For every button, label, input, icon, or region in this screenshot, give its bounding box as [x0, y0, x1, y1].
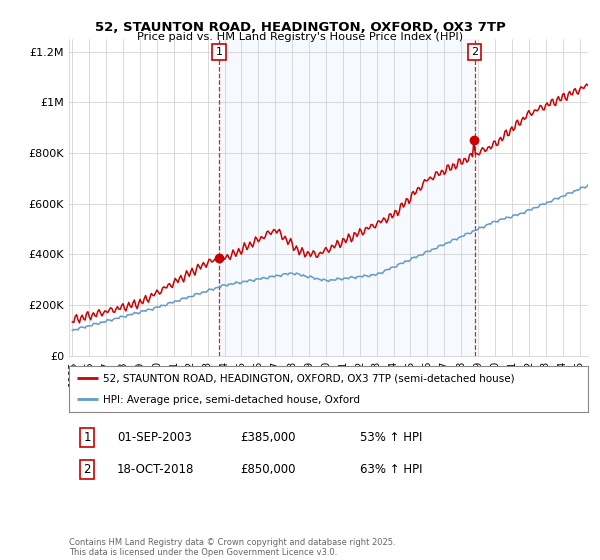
Text: Price paid vs. HM Land Registry's House Price Index (HPI): Price paid vs. HM Land Registry's House …: [137, 32, 463, 43]
Text: Contains HM Land Registry data © Crown copyright and database right 2025.
This d: Contains HM Land Registry data © Crown c…: [69, 538, 395, 557]
Text: 1: 1: [215, 47, 223, 57]
Text: 53% ↑ HPI: 53% ↑ HPI: [360, 431, 422, 445]
Text: 18-OCT-2018: 18-OCT-2018: [117, 463, 194, 476]
Bar: [219, 39, 475, 356]
Text: 52, STAUNTON ROAD, HEADINGTON, OXFORD, OX3 7TP (semi-detached house): 52, STAUNTON ROAD, HEADINGTON, OXFORD, O…: [103, 374, 514, 384]
Text: 01-SEP-2003: 01-SEP-2003: [117, 431, 192, 445]
Text: £385,000: £385,000: [240, 431, 296, 445]
Text: 2: 2: [83, 463, 91, 476]
Text: 52, STAUNTON ROAD, HEADINGTON, OXFORD, OX3 7TP: 52, STAUNTON ROAD, HEADINGTON, OXFORD, O…: [95, 21, 505, 34]
Text: 63% ↑ HPI: 63% ↑ HPI: [360, 463, 422, 476]
Text: 1: 1: [83, 431, 91, 445]
Text: 2: 2: [471, 47, 478, 57]
Text: HPI: Average price, semi-detached house, Oxford: HPI: Average price, semi-detached house,…: [103, 395, 360, 405]
Text: £850,000: £850,000: [240, 463, 296, 476]
